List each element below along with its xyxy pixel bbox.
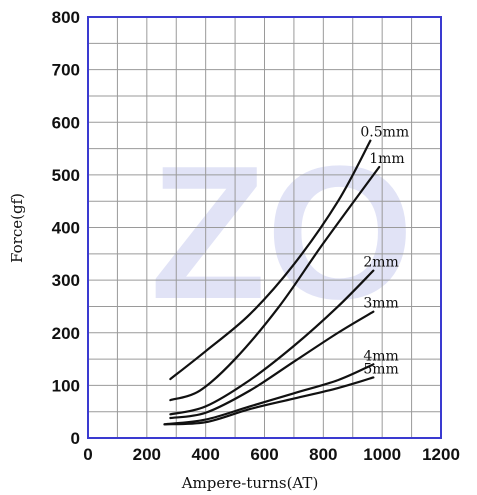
series-label-1mm: 1mm [369, 151, 404, 167]
x-tick-label: 0 [83, 445, 92, 464]
x-tick-label: 400 [191, 445, 219, 464]
y-tick-labels: 0 100 200 300 400 500 600 700 800 [52, 8, 80, 448]
x-tick-label: 1200 [422, 445, 460, 464]
y-tick-label: 0 [71, 429, 80, 448]
y-tick-label: 300 [52, 271, 80, 290]
grid-layer [88, 17, 441, 438]
y-tick-label: 100 [52, 376, 80, 395]
series-label-4mm: 4mm [363, 348, 398, 364]
y-tick-label: 400 [52, 219, 80, 238]
series-line-4mm [163, 363, 375, 426]
series-label-2mm: 2mm [363, 255, 398, 271]
plot-frame [87, 16, 442, 439]
series-label-3mm: 3mm [363, 296, 398, 312]
x-tick-label: 1000 [363, 445, 401, 464]
x-tick-labels: 0 200 400 600 800 1000 1200 [83, 445, 460, 464]
series-label-0.5mm: 0.5mm [360, 125, 409, 141]
series-line-5mm [163, 376, 375, 426]
series-line-0.5mm [169, 139, 372, 381]
series-line-2mm [169, 269, 375, 416]
x-tick-label: 600 [250, 445, 278, 464]
x-axis-label: Ampere-turns(AT) [181, 474, 319, 492]
series-line-1mm [169, 165, 381, 402]
x-tick-label: 800 [309, 445, 337, 464]
y-tick-label: 800 [52, 8, 80, 27]
series-line-3mm [169, 310, 375, 420]
x-tick-label: 200 [133, 445, 161, 464]
curve-layer [163, 139, 381, 426]
y-tick-label: 200 [52, 324, 80, 343]
y-tick-label: 500 [52, 166, 80, 185]
y-tick-label: 600 [52, 113, 80, 132]
series-label-5mm: 5mm [363, 361, 398, 377]
y-tick-label: 700 [52, 61, 80, 80]
y-axis-label: Force(gf) [8, 193, 26, 263]
